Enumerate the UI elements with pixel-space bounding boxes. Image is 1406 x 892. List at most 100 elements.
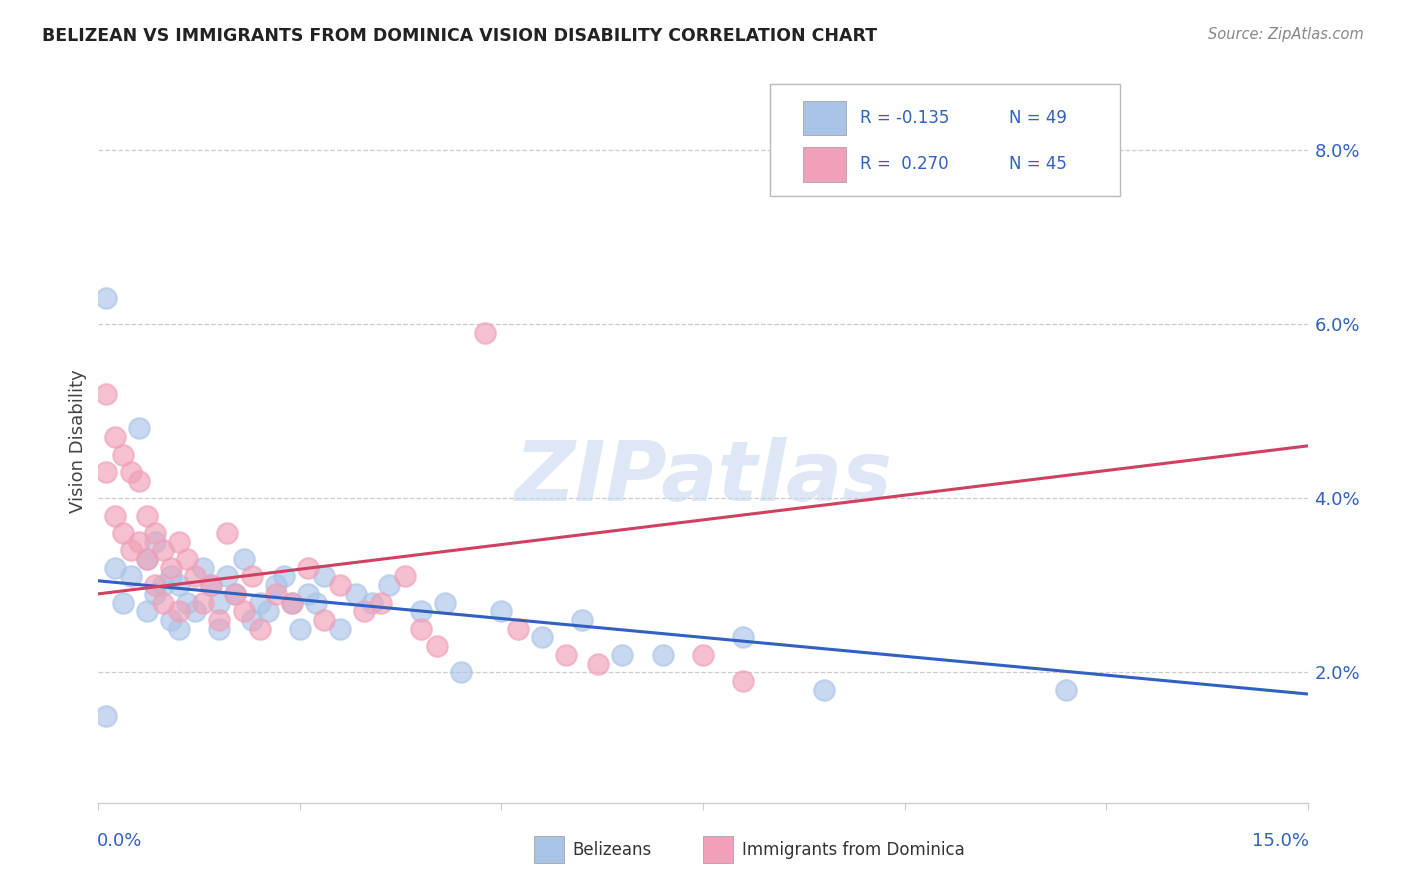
Point	[135, 552, 157, 566]
Point	[224, 587, 246, 601]
Text: BELIZEAN VS IMMIGRANTS FROM DOMINICA VISION DISABILITY CORRELATION CHART: BELIZEAN VS IMMIGRANTS FROM DOMINICA VIS…	[42, 27, 877, 45]
Point	[184, 604, 207, 618]
Point	[224, 587, 246, 601]
Point	[120, 543, 142, 558]
Point	[120, 569, 142, 583]
Point	[160, 561, 183, 575]
Point	[152, 543, 174, 558]
Point	[813, 682, 835, 697]
Point	[232, 552, 254, 566]
Point	[555, 648, 578, 662]
Point	[297, 561, 319, 575]
Point	[143, 525, 166, 540]
Point	[409, 622, 432, 636]
FancyBboxPatch shape	[703, 836, 734, 863]
FancyBboxPatch shape	[769, 84, 1121, 196]
Point	[103, 430, 125, 444]
Text: N = 45: N = 45	[1010, 155, 1067, 173]
Point	[344, 587, 367, 601]
Point	[370, 596, 392, 610]
Point	[193, 596, 215, 610]
Point	[103, 508, 125, 523]
Point	[96, 386, 118, 401]
Text: 0.0%: 0.0%	[97, 832, 142, 850]
Point	[143, 578, 166, 592]
Point	[264, 587, 287, 601]
Point	[692, 648, 714, 662]
Point	[506, 622, 529, 636]
Point	[329, 578, 352, 592]
Point	[111, 596, 134, 610]
Text: Source: ZipAtlas.com: Source: ZipAtlas.com	[1208, 27, 1364, 42]
Point	[281, 596, 304, 610]
Point	[167, 622, 190, 636]
Text: R =  0.270: R = 0.270	[860, 155, 949, 173]
Point	[297, 587, 319, 601]
Point	[160, 613, 183, 627]
Point	[612, 648, 634, 662]
Point	[491, 604, 513, 618]
Point	[200, 578, 222, 592]
Point	[530, 631, 553, 645]
Text: 15.0%: 15.0%	[1251, 832, 1309, 850]
Point	[249, 596, 271, 610]
Point	[586, 657, 609, 671]
Point	[426, 639, 449, 653]
Point	[474, 326, 496, 340]
Point	[208, 596, 231, 610]
Point	[353, 604, 375, 618]
Point	[217, 569, 239, 583]
Point	[200, 578, 222, 592]
Point	[167, 578, 190, 592]
Text: Immigrants from Dominica: Immigrants from Dominica	[742, 841, 965, 859]
FancyBboxPatch shape	[534, 836, 564, 863]
Text: Belizeans: Belizeans	[572, 841, 651, 859]
Point	[184, 569, 207, 583]
Point	[281, 596, 304, 610]
Point	[733, 631, 755, 645]
Point	[314, 569, 336, 583]
Point	[409, 604, 432, 618]
Point	[208, 622, 231, 636]
Point	[288, 622, 311, 636]
Point	[193, 561, 215, 575]
Point	[450, 665, 472, 680]
Point	[1054, 682, 1077, 697]
Point	[135, 552, 157, 566]
Point	[314, 613, 336, 627]
Point	[361, 596, 384, 610]
Point	[176, 596, 198, 610]
Point	[135, 604, 157, 618]
Point	[143, 534, 166, 549]
Point	[135, 508, 157, 523]
Point	[96, 291, 118, 305]
Point	[96, 708, 118, 723]
Point	[273, 569, 295, 583]
Point	[160, 569, 183, 583]
Y-axis label: Vision Disability: Vision Disability	[69, 369, 87, 514]
Point	[329, 622, 352, 636]
Point	[176, 552, 198, 566]
Point	[377, 578, 399, 592]
Text: ZIPatlas: ZIPatlas	[515, 437, 891, 518]
Point	[249, 622, 271, 636]
Point	[571, 613, 593, 627]
Point	[394, 569, 416, 583]
FancyBboxPatch shape	[803, 147, 845, 182]
Point	[256, 604, 278, 618]
Point	[232, 604, 254, 618]
Point	[128, 474, 150, 488]
Point	[733, 673, 755, 688]
Point	[128, 534, 150, 549]
Point	[96, 465, 118, 479]
Point	[651, 648, 673, 662]
Text: R = -0.135: R = -0.135	[860, 109, 949, 127]
Point	[103, 561, 125, 575]
Point	[128, 421, 150, 435]
Point	[111, 448, 134, 462]
Point	[152, 578, 174, 592]
Point	[143, 587, 166, 601]
Point	[434, 596, 457, 610]
Text: N = 49: N = 49	[1010, 109, 1067, 127]
Point	[305, 596, 328, 610]
